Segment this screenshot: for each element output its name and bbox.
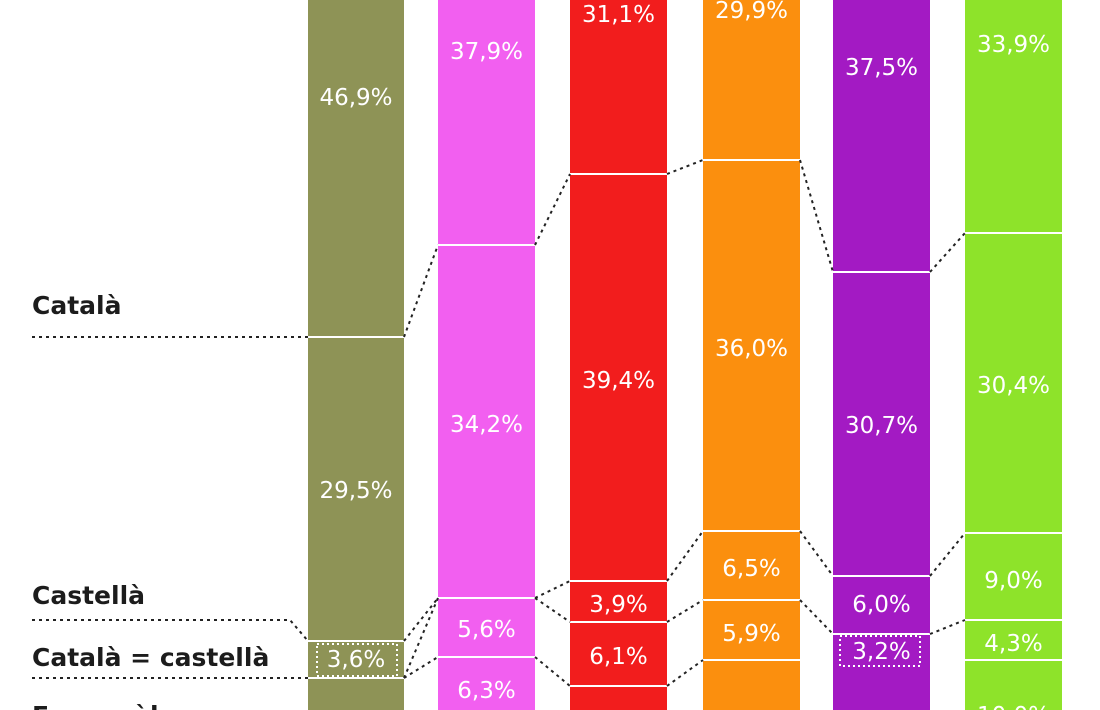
connector-line xyxy=(929,532,966,577)
value-labels-group: 4,0% 3,6% 29,5% 46,9% 6,3% 5,6% 34,2% 37,9% 6,1%… xyxy=(316,0,1050,710)
bar-column-2 xyxy=(438,0,535,710)
connector-line xyxy=(403,244,439,338)
bars-group xyxy=(308,0,1062,710)
data-label: 30,7% xyxy=(845,413,918,439)
label-box xyxy=(316,643,398,677)
data-label: 5,9% xyxy=(722,621,780,647)
data-label: 31,1% xyxy=(582,2,655,28)
row-labels-group: Català Castellà Català = castellà Espany… xyxy=(32,291,269,710)
connector-line xyxy=(403,597,439,679)
leader-line-castella xyxy=(32,619,309,642)
data-label: 6,0% xyxy=(852,592,910,618)
connector-line xyxy=(799,159,834,273)
connector-line xyxy=(666,599,704,623)
data-label: 37,9% xyxy=(450,39,523,65)
data-label: 37,5% xyxy=(845,55,918,81)
data-label: 34,2% xyxy=(450,412,523,438)
connector-line xyxy=(666,159,704,175)
data-label: 29,9% xyxy=(715,0,788,24)
data-label: 4,3% xyxy=(984,631,1042,657)
data-label: 39,4% xyxy=(582,368,655,394)
data-label: 33,9% xyxy=(977,32,1050,58)
data-label: 3,2% xyxy=(852,639,910,665)
data-label: 30,4% xyxy=(977,373,1050,399)
row-label-catala-castella: Català = castellà xyxy=(32,643,269,672)
data-label: 6,1% xyxy=(589,644,647,670)
connector-line xyxy=(534,580,571,599)
data-label: 36,0% xyxy=(715,336,788,362)
label-box xyxy=(839,635,921,667)
connector-line xyxy=(403,656,439,679)
connectors-group xyxy=(32,159,966,687)
data-label: 3,9% xyxy=(589,592,647,618)
bar-column-1 xyxy=(308,0,404,710)
data-label: 29,5% xyxy=(319,478,392,504)
connector-line xyxy=(534,597,571,623)
row-label-castella: Castellà xyxy=(32,581,145,610)
bar-column-3 xyxy=(570,0,667,710)
connector-line xyxy=(403,597,439,642)
data-label: 5,6% xyxy=(457,617,515,643)
connector-line xyxy=(929,232,966,273)
data-label: 6,5% xyxy=(722,556,780,582)
data-label: 6,3% xyxy=(457,678,515,704)
connector-line xyxy=(799,599,834,635)
bar-column-4 xyxy=(703,0,800,710)
bar-column-5 xyxy=(833,0,930,710)
connector-line xyxy=(666,530,704,582)
connector-line xyxy=(929,619,966,635)
data-label: 9,0% xyxy=(984,568,1042,594)
row-label-catala: Català xyxy=(32,291,121,320)
data-label: 3,6% xyxy=(327,647,385,673)
row-label-cut: Espanyòl xyxy=(32,701,159,710)
connector-line xyxy=(534,656,571,687)
data-label: 46,9% xyxy=(319,85,392,111)
bar-column-6 xyxy=(965,0,1062,710)
connector-line xyxy=(666,659,704,687)
data-label: 4,0% xyxy=(327,708,385,710)
data-label: 10,0% xyxy=(977,703,1050,710)
connector-line xyxy=(534,173,571,246)
connector-line xyxy=(799,530,834,577)
